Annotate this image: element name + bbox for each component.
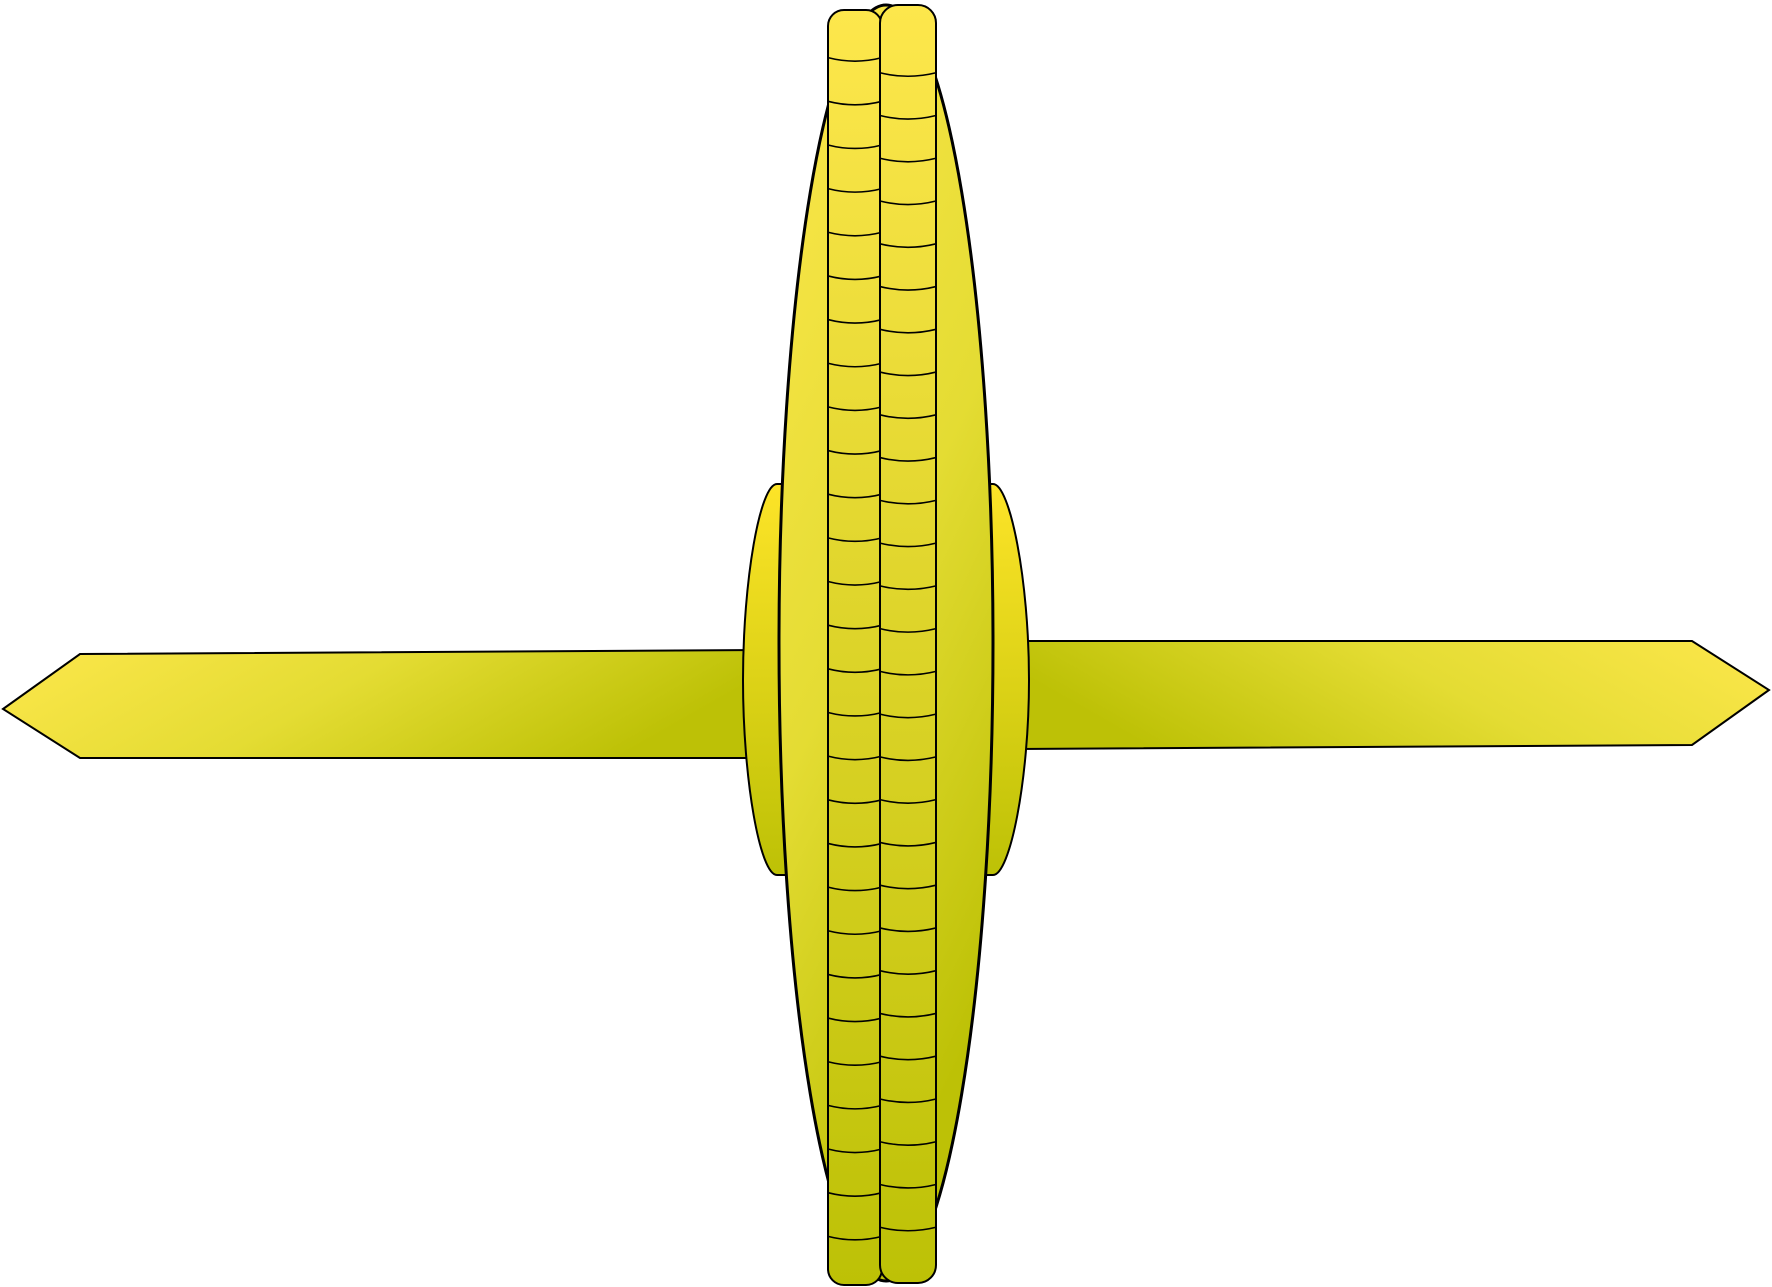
tread-segment-line — [827, 318, 883, 324]
tread-segment-line — [827, 1104, 883, 1110]
tread-segment-line — [827, 449, 883, 455]
tread-segment-line — [827, 231, 883, 237]
tread-segment-line — [879, 798, 937, 804]
tread-segment-line — [879, 1183, 937, 1189]
tread-segment-line — [879, 1140, 937, 1147]
tread-segment-line — [827, 1235, 883, 1241]
tread-segment-line — [827, 668, 883, 674]
tread-segment-line — [879, 157, 937, 163]
tread-segment-line — [879, 114, 937, 120]
tread-segment-line — [879, 499, 937, 505]
tread-segment-line — [879, 200, 937, 206]
tread-segment-line — [879, 1012, 937, 1018]
tread-segment-line — [879, 927, 937, 933]
tread-segment-line — [879, 1055, 937, 1061]
tread-segment-line — [827, 1017, 883, 1023]
tread-segment-line — [879, 670, 937, 676]
tread-segment-line — [879, 456, 937, 462]
tread-segment-line — [879, 627, 937, 633]
tread-segment-line — [827, 187, 883, 193]
tread-left-column — [827, 9, 883, 1286]
tread-segment-line — [827, 275, 883, 281]
tread-segment-line — [827, 362, 883, 368]
tread-segment-line — [827, 144, 883, 150]
tread-segment-line — [827, 537, 883, 543]
tread-segment-line — [827, 580, 883, 586]
tread-segment-line — [879, 328, 937, 334]
tread-segment-line — [827, 1060, 883, 1067]
tread-segment-line — [827, 624, 883, 630]
tread-segment-line — [827, 886, 883, 892]
axle-right-arm — [1009, 640, 1771, 751]
tread-segment-line — [879, 585, 937, 591]
tread-segment-line — [879, 969, 937, 975]
tread-segment-line — [827, 493, 883, 499]
tread-right-column — [879, 4, 937, 1284]
tread-segment-line — [827, 799, 883, 805]
tread-segment-line — [827, 842, 883, 848]
tread-segment-line — [879, 71, 937, 78]
axle-left-arm — [1, 648, 761, 759]
tread-segment-line — [827, 755, 883, 761]
tread-segment-line — [827, 929, 883, 936]
tread-segment-line — [827, 1191, 883, 1197]
tread-column-body — [879, 4, 937, 1284]
tread-segment-line — [879, 884, 937, 890]
tread-segment-line — [879, 243, 937, 249]
tread-segment-line — [827, 711, 883, 717]
tread-column-body — [827, 9, 883, 1286]
tread-segment-line — [879, 285, 937, 291]
tread-segment-line — [827, 406, 883, 412]
tread-segment-line — [827, 56, 883, 62]
tread-segment-line — [879, 371, 937, 377]
tread-segment-line — [827, 100, 883, 106]
tread-segment-line — [827, 973, 883, 979]
tread-segment-line — [879, 542, 937, 548]
tread-segment-line — [879, 414, 937, 420]
tread-segment-line — [879, 1226, 937, 1232]
tread-segment-line — [879, 1098, 937, 1104]
tread-segment-line — [879, 713, 937, 719]
tread-segment-line — [879, 756, 937, 762]
tread-segment-line — [879, 841, 937, 847]
tread-segment-line — [827, 1148, 883, 1154]
